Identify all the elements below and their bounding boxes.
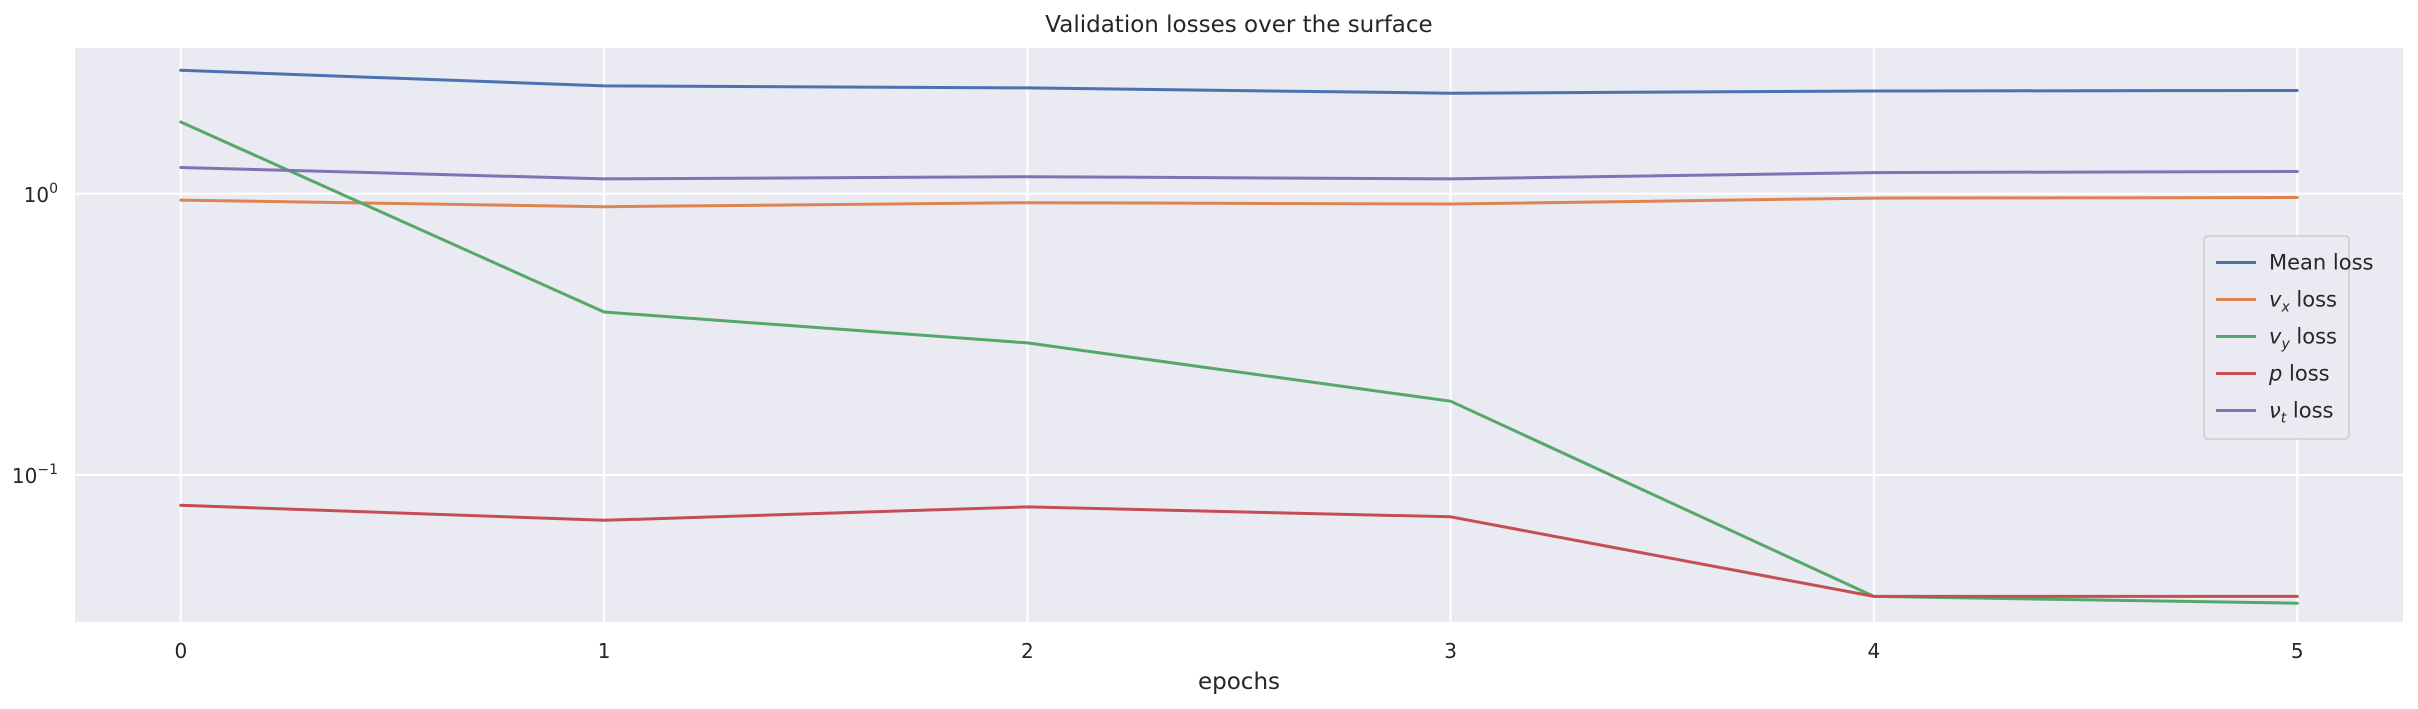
x-tick-label-4: 4 [1868, 639, 1881, 663]
series-line-1 [179, 196, 2299, 209]
legend-label-3: p loss [2268, 362, 2330, 386]
tick-labels: 0 1 2 3 4 5 100 10−1 [12, 181, 2304, 663]
legend-label-2: vy loss [2269, 325, 2337, 353]
legend-label-1: vx loss [2269, 288, 2337, 316]
legend: Mean loss vx loss vy loss p loss νt loss [2203, 235, 2373, 440]
y-tick-label-1: 10−1 [12, 462, 58, 488]
legend-label-0: Mean loss [2269, 251, 2373, 275]
series-line-4 [179, 166, 2299, 181]
series-line-3 [179, 503, 2299, 598]
chart-title: Validation losses over the surface [1045, 12, 1432, 38]
x-tick-label-3: 3 [1444, 639, 1457, 663]
legend-box [2203, 235, 2350, 440]
x-axis-label: epochs [1198, 669, 1280, 695]
x-tick-label-5: 5 [2291, 639, 2304, 663]
y-tick-label-0: 100 [24, 181, 58, 207]
x-tick-label-0: 0 [174, 639, 187, 663]
x-tick-label-2: 2 [1021, 639, 1034, 663]
plot-area [75, 48, 2403, 622]
legend-label-4: νt loss [2269, 399, 2333, 427]
series-lines [179, 68, 2299, 605]
x-tick-label-1: 1 [598, 639, 611, 663]
series-line-0 [179, 68, 2299, 95]
